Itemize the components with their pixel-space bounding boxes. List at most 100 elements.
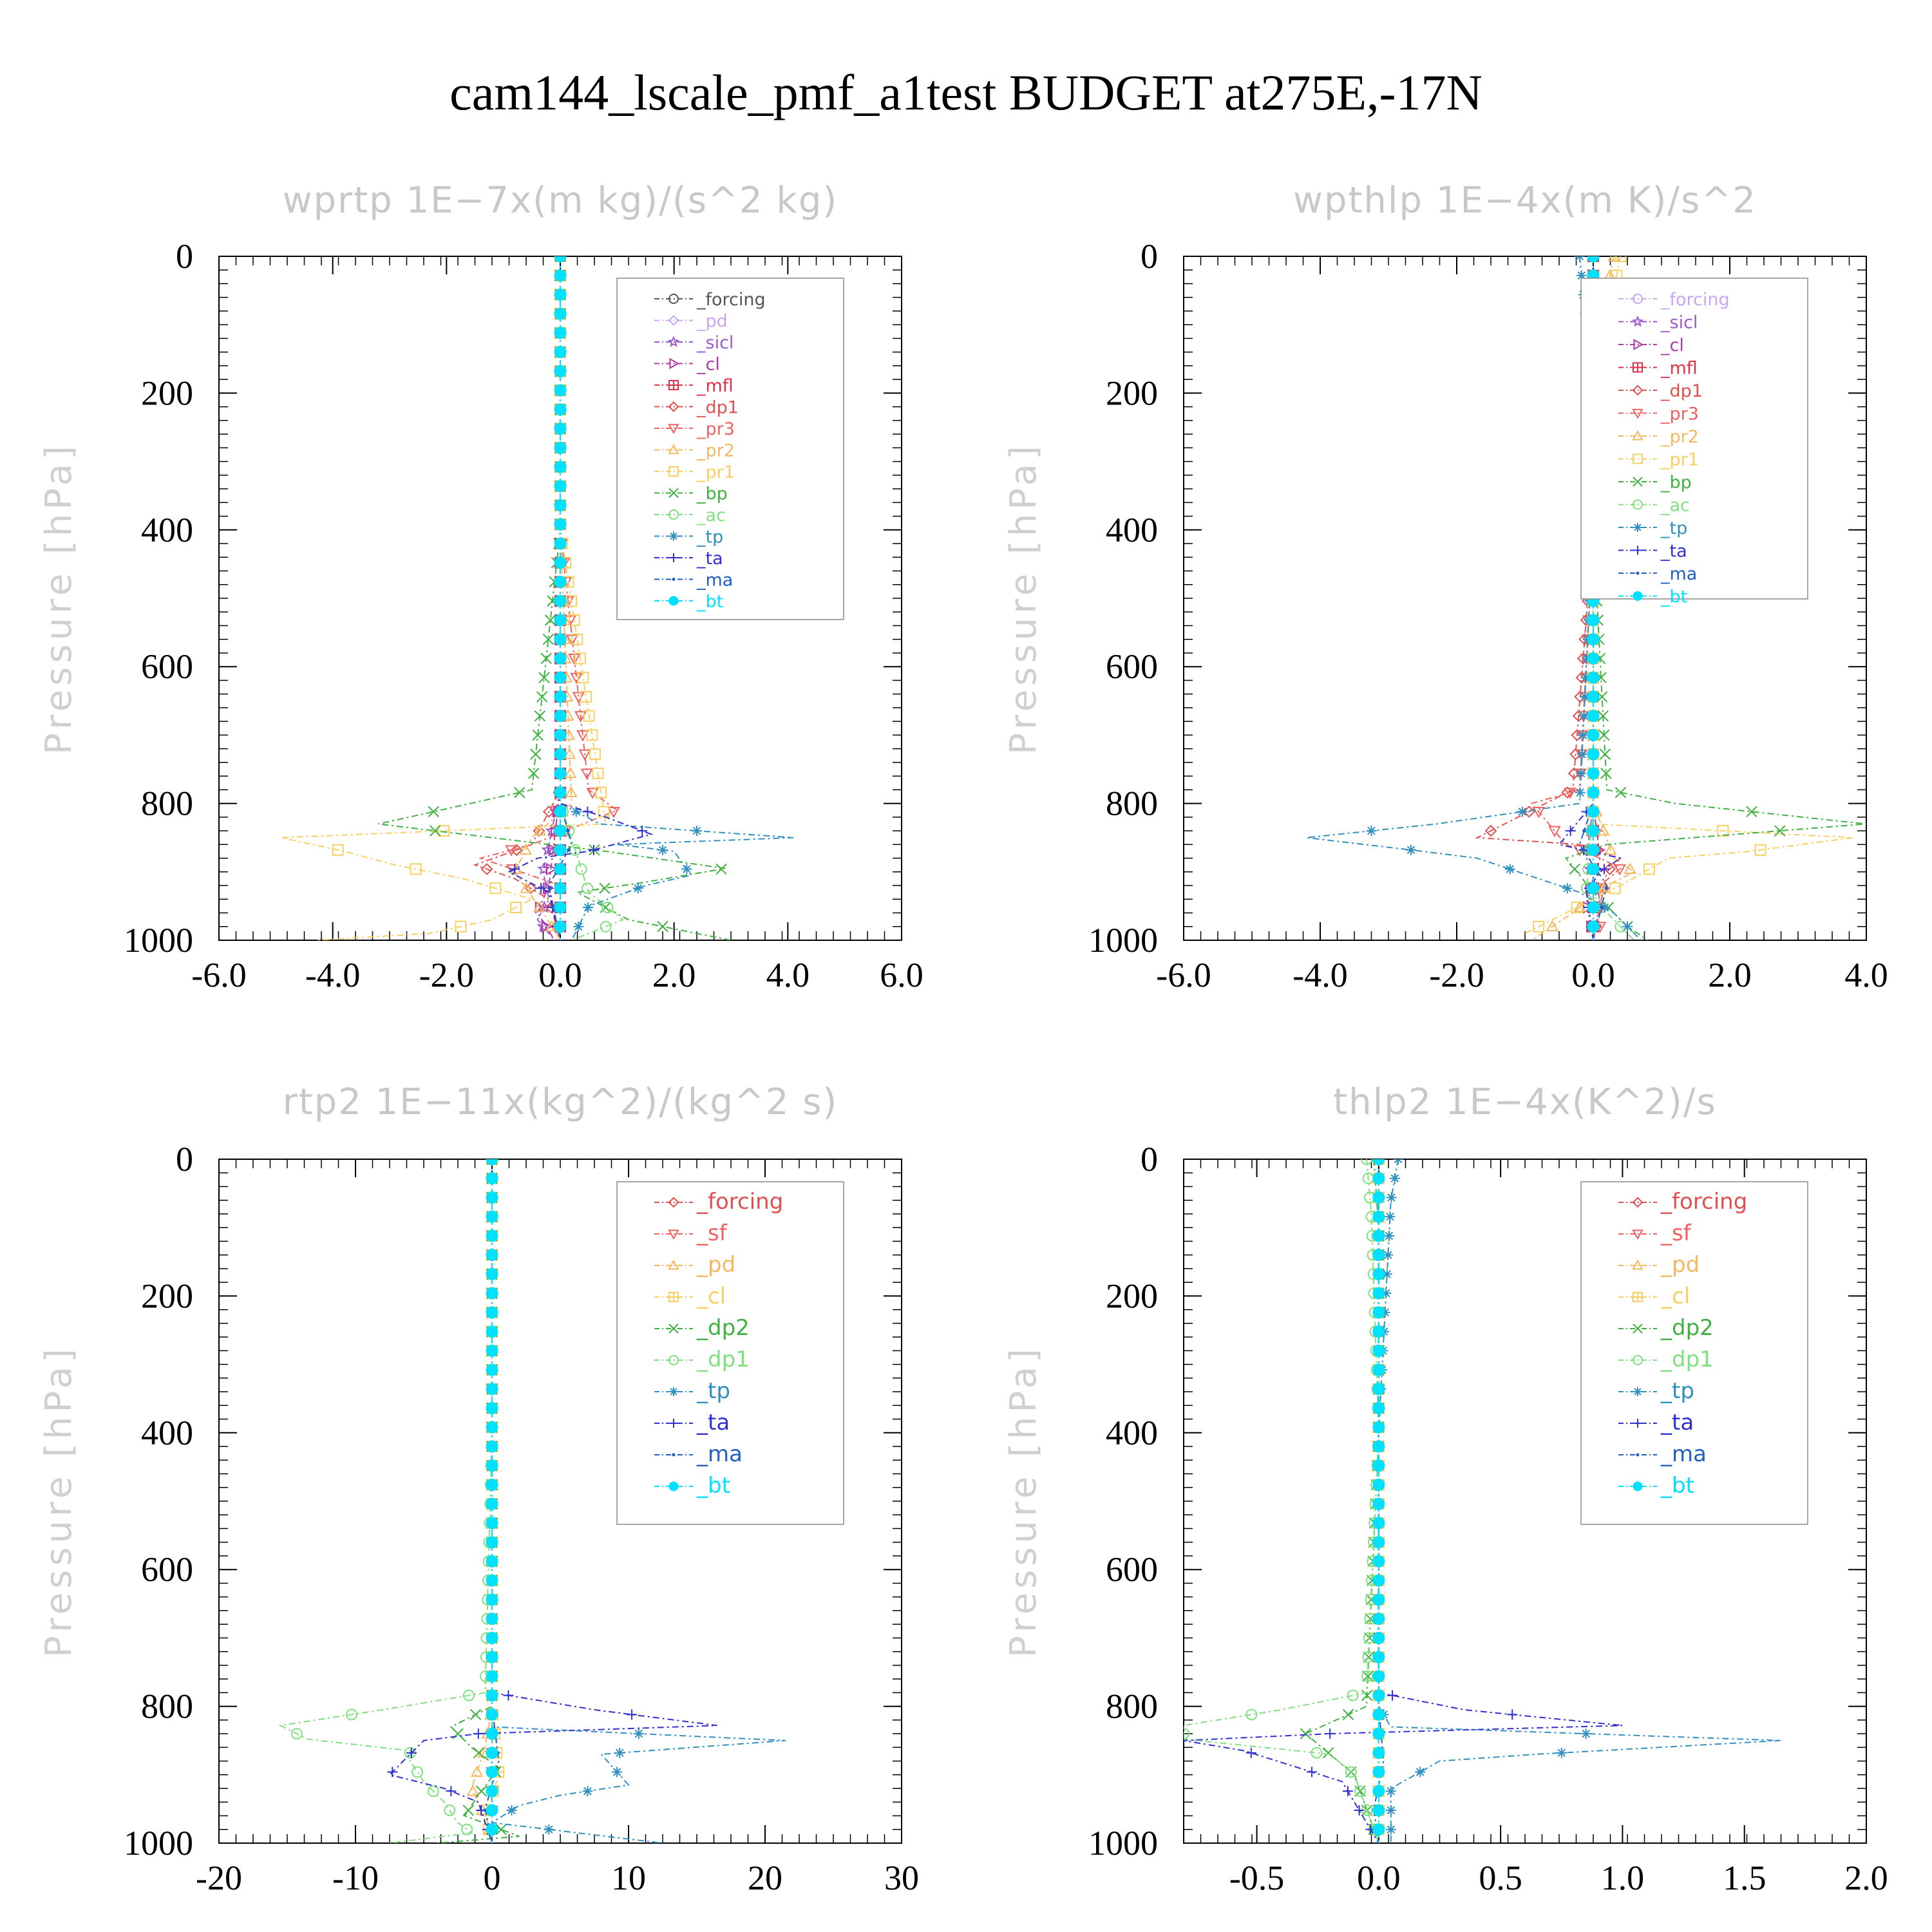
data-point-tp	[658, 844, 668, 855]
legend-item: _ta	[654, 1410, 730, 1435]
data-point-pr3	[580, 768, 594, 780]
data-point-bt	[1372, 1613, 1385, 1625]
data-point-bt	[554, 288, 567, 301]
data-point-bt	[1587, 671, 1600, 684]
legend-marker	[1632, 1197, 1643, 1208]
legend-marker	[668, 509, 679, 520]
legend-label: _sicl	[1660, 313, 1698, 333]
data-point-bt	[486, 1785, 498, 1797]
legend: _forcing _sf _pd _cl _dp2 _dp1 _tp _ta _ma _bt	[616, 1181, 844, 1525]
data-point-pr2	[533, 824, 546, 836]
legend-item: _dp2	[654, 1315, 750, 1341]
panel-title: wpthlp 1E−4x(m K)/s^2	[1293, 180, 1757, 222]
legend-item: _cl	[1618, 336, 1684, 355]
x-tick-label: -10	[332, 1859, 379, 1897]
data-point-pr2	[1546, 920, 1559, 932]
data-point-bt	[1372, 1574, 1385, 1587]
legend-marker	[1633, 339, 1644, 350]
data-point-bt	[554, 614, 567, 627]
legend-marker	[1633, 1387, 1642, 1396]
data-point-ta	[1306, 1766, 1317, 1777]
data-point-dp1	[1484, 824, 1497, 837]
data-point-bp	[715, 863, 727, 875]
legend-marker	[668, 380, 679, 390]
data-point-pr2	[533, 900, 546, 913]
legend-marker	[1633, 1292, 1643, 1302]
data-point-bt	[486, 1306, 498, 1319]
legend-label: _cl	[1660, 1283, 1690, 1309]
x-tick-label: 0.0	[538, 956, 582, 994]
legend-item: _bt	[1618, 1473, 1694, 1499]
legend-label: _tp	[696, 1378, 730, 1404]
data-point-bt	[554, 269, 567, 282]
data-point-dp1	[1347, 1689, 1359, 1701]
data-point-ac	[582, 882, 594, 895]
data-point-bt	[486, 1670, 498, 1683]
legend-item: _ma	[654, 571, 733, 591]
legend-label: _ma	[696, 1441, 743, 1467]
legend-label: _tp	[696, 527, 723, 547]
legend-marker	[668, 444, 679, 455]
data-point-ta	[1598, 864, 1609, 875]
data-point-dp1	[462, 1689, 475, 1701]
legend-marker	[1633, 523, 1642, 532]
data-point-bt	[554, 441, 567, 454]
legend-marker	[668, 401, 679, 412]
data-point-dp1	[461, 1823, 473, 1835]
x-tick-label: -0.5	[1229, 1859, 1284, 1897]
data-point-tp	[1562, 883, 1573, 894]
data-point-bt	[1372, 1344, 1385, 1357]
data-point-pr2	[1597, 824, 1610, 836]
legend-marker	[668, 1292, 679, 1302]
data-point-bt	[1587, 652, 1600, 665]
data-point-tp	[1576, 270, 1587, 281]
legend-label: _ac	[696, 506, 726, 526]
data-point-bt	[486, 1210, 498, 1223]
legend-marker	[668, 424, 679, 435]
data-point-bt	[554, 671, 567, 684]
data-point-dp1	[1184, 1728, 1189, 1740]
data-point-bt	[1587, 863, 1600, 876]
series-bt	[486, 1159, 498, 1843]
data-point-tp	[1389, 1173, 1400, 1184]
data-point-ma	[547, 886, 552, 891]
data-point-bt	[1587, 824, 1600, 837]
legend-marker	[669, 357, 680, 370]
data-point-bp	[1615, 786, 1627, 799]
y-tick-label: 1000	[124, 921, 193, 960]
data-point-tp	[582, 1786, 593, 1797]
legend-frame	[1580, 1181, 1808, 1525]
data-point-dp1	[542, 805, 555, 818]
legend-label: _ta	[1660, 1410, 1694, 1435]
data-point-dp1	[1361, 1670, 1374, 1682]
data-point-ma	[567, 848, 571, 852]
legend-label: _pr2	[696, 441, 735, 461]
data-point-bt	[486, 1555, 498, 1567]
legend-item: _ta	[654, 549, 723, 569]
data-point-bt	[1372, 1536, 1385, 1549]
x-tick-label: -2.0	[419, 956, 474, 994]
legend-item: _ta	[1618, 1410, 1694, 1435]
legend-marker	[672, 578, 676, 581]
data-point-bt	[486, 1727, 498, 1740]
data-point-ac	[575, 863, 587, 875]
data-point-ta	[582, 806, 593, 817]
legend-label: _dp1	[696, 1347, 750, 1372]
y-axis-label: Pressure [hPa]	[1003, 442, 1045, 755]
data-point-bt	[1372, 1402, 1385, 1415]
legend-item: _ac	[1618, 496, 1690, 516]
data-point-dp1	[290, 1728, 303, 1740]
data-point-pr1	[332, 844, 344, 856]
data-point-tp	[614, 1747, 625, 1758]
legend-marker	[1633, 591, 1643, 601]
data-point-bp	[530, 748, 542, 760]
data-point-bp	[514, 786, 526, 799]
data-point-bp	[600, 902, 611, 913]
data-point-bt	[486, 1191, 498, 1204]
x-tick-label: -6.0	[1156, 956, 1211, 994]
data-point-bt	[1587, 882, 1600, 895]
data-point-dp2	[1342, 1709, 1354, 1721]
data-point-pr1	[583, 710, 595, 722]
data-point-bt	[1587, 920, 1600, 933]
data-point-bt	[1372, 1159, 1385, 1166]
